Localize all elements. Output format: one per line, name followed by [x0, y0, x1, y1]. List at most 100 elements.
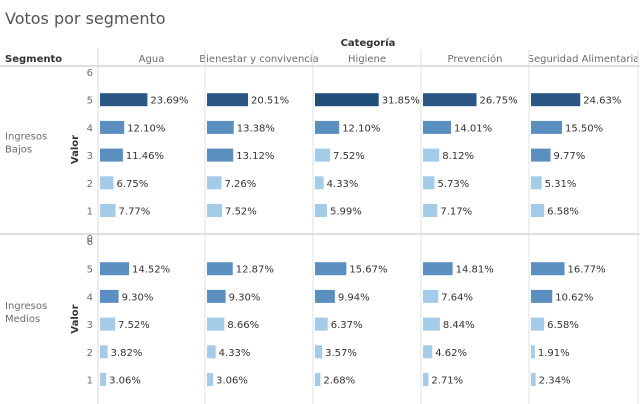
bar: [207, 204, 223, 217]
bar: [531, 120, 562, 134]
category-header: Bienestar y convivencia: [199, 54, 318, 65]
bar: [207, 345, 216, 359]
segment-label-line: Bajos: [5, 145, 32, 156]
bar-value-label: 5.31%: [545, 179, 577, 190]
bar-value-label: 4.33%: [219, 348, 251, 359]
bar: [423, 148, 440, 162]
bar-value-label: 12.10%: [342, 123, 380, 134]
bar: [315, 289, 335, 303]
bar: [315, 204, 327, 217]
bar: [423, 262, 453, 276]
bar-value-label: 5.99%: [330, 207, 362, 218]
bar: [315, 176, 324, 190]
bar-value-label: 14.01%: [454, 123, 492, 134]
bar-value-label: 14.81%: [456, 265, 494, 276]
bar-value-label: 6.58%: [547, 207, 579, 218]
bar: [100, 262, 130, 276]
bar-value-label: 31.85%: [382, 96, 420, 107]
bar-value-label: 3.06%: [109, 376, 141, 387]
bar: [100, 289, 119, 303]
bar-value-label: 26.75%: [480, 96, 518, 107]
bar-value-label: 7.26%: [225, 179, 257, 190]
category-header: Agua: [139, 54, 165, 65]
y-tick-label: 4: [87, 123, 93, 134]
bar-value-label: 7.77%: [119, 207, 151, 218]
bar: [207, 373, 214, 386]
bar-value-label: 2.68%: [323, 376, 355, 387]
bar-value-label: 8.12%: [442, 151, 474, 162]
bar-value-label: 10.62%: [555, 292, 593, 303]
bar: [423, 176, 435, 190]
bar-value-label: 8.66%: [227, 320, 259, 331]
bar: [531, 289, 553, 303]
bar-value-label: 2.34%: [539, 376, 571, 387]
bar-value-label: 4.62%: [435, 348, 467, 359]
bar: [315, 373, 321, 386]
y-axis-title: Valor: [70, 135, 81, 164]
bar: [531, 373, 536, 386]
segment-label-line: Ingresos: [5, 132, 47, 143]
bar: [100, 120, 125, 134]
bar: [100, 176, 114, 190]
y-tick-label: 6: [87, 68, 93, 79]
y-tick-label: 3: [87, 320, 93, 331]
bar-value-label: 9.77%: [554, 151, 586, 162]
bar: [315, 317, 328, 331]
bar: [207, 120, 234, 134]
bar: [531, 262, 565, 276]
bar: [531, 204, 545, 217]
bar-value-label: 1.91%: [538, 348, 570, 359]
bar-value-label: 13.38%: [237, 123, 275, 134]
bar-value-label: 24.63%: [583, 96, 621, 107]
bar: [207, 262, 233, 276]
y-tick-label: 2: [87, 348, 93, 359]
bar-value-label: 6.75%: [117, 179, 149, 190]
bar-value-label: 3.06%: [216, 376, 248, 387]
bar: [100, 373, 107, 386]
bar: [100, 148, 123, 162]
bar: [423, 289, 439, 303]
bar: [100, 345, 108, 359]
bar: [315, 262, 347, 276]
bar-value-label: 9.30%: [122, 292, 154, 303]
bar-value-label: 3.82%: [111, 348, 143, 359]
chart-title: Votos por segmento: [5, 9, 166, 28]
bar: [315, 93, 379, 107]
bar-value-label: 9.30%: [229, 292, 261, 303]
category-header: Prevención: [447, 53, 502, 65]
bar: [100, 204, 116, 217]
bar: [423, 93, 477, 107]
bar: [423, 345, 433, 359]
bar: [315, 148, 331, 162]
bar-value-label: 7.17%: [440, 207, 472, 218]
bar-value-label: 20.51%: [251, 96, 289, 107]
bar-value-label: 12.10%: [127, 123, 165, 134]
category-header: Seguridad Alimentaria: [528, 54, 640, 65]
bar-value-label: 7.52%: [225, 207, 257, 218]
bar: [531, 317, 545, 331]
bar: [531, 176, 542, 190]
segment-label: Ingresos Bajos: [5, 132, 47, 156]
bar: [423, 204, 438, 217]
y-tick-label: 5: [87, 265, 93, 276]
bar-value-label: 6.37%: [331, 320, 363, 331]
bar-value-label: 5.73%: [437, 179, 469, 190]
bar: [207, 148, 234, 162]
bar-value-label: 15.67%: [349, 265, 387, 276]
bar: [423, 373, 429, 386]
bar-value-label: 7.64%: [441, 292, 473, 303]
bar: [531, 345, 535, 359]
bar: [207, 93, 249, 107]
bar: [207, 176, 222, 190]
column-header: Categoría: [341, 37, 396, 49]
bar-value-label: 7.52%: [118, 320, 150, 331]
bar-value-label: 14.52%: [132, 265, 170, 276]
bar: [423, 120, 452, 134]
segment-label-line: Ingresos: [5, 301, 47, 312]
y-tick-label: 6: [87, 237, 93, 248]
segment-label: Ingresos Medios: [5, 301, 47, 325]
bar-value-label: 9.94%: [338, 292, 370, 303]
bar-value-label: 23.69%: [150, 96, 188, 107]
